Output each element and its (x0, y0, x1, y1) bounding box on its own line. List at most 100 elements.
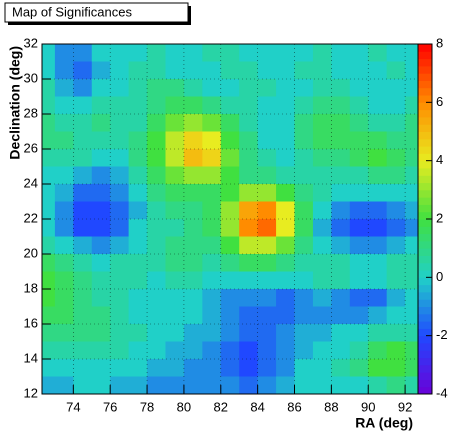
colorbar-step (418, 357, 432, 366)
heat-cell (183, 114, 203, 132)
heat-cell (147, 79, 166, 97)
heat-cell (349, 114, 369, 132)
heat-cell (331, 201, 351, 220)
heat-cell (91, 376, 111, 394)
heat-cell (257, 131, 277, 150)
heat-cell (368, 289, 388, 307)
heat-cell (91, 79, 111, 97)
heat-cell (165, 114, 185, 132)
colorbar-step (418, 87, 432, 96)
heat-cell (257, 184, 277, 202)
heat-cell (368, 96, 388, 115)
colorbar-step (418, 364, 432, 373)
y-tick-label: 24 (24, 175, 38, 190)
heat-cell (91, 96, 111, 115)
heat-cell (239, 271, 259, 290)
heat-cell (128, 341, 148, 360)
heat-cell (54, 341, 74, 360)
heat-cell (110, 236, 130, 255)
heat-cell (91, 219, 111, 237)
colorbar-step (418, 313, 432, 322)
heat-cell (54, 79, 74, 97)
heat-cell (386, 289, 406, 307)
heat-cell (91, 271, 111, 290)
colorbar-step (418, 146, 432, 154)
heat-cell (128, 306, 148, 325)
heat-cell (202, 289, 222, 307)
heat-cell (331, 324, 351, 342)
heat-cell (276, 359, 296, 377)
heat-cell (405, 289, 418, 307)
heat-cell (312, 376, 332, 394)
heat-cell (202, 166, 222, 185)
heat-cell (183, 201, 203, 220)
heat-cell (276, 61, 296, 80)
heat-cell (349, 149, 369, 167)
heat-cell (202, 236, 222, 255)
heat-cell (276, 341, 296, 360)
heat-cell (294, 341, 314, 360)
heat-cell (42, 289, 56, 307)
heat-cell (368, 271, 388, 290)
heat-cell (73, 114, 93, 132)
heat-cell (128, 271, 148, 290)
colorbar-step (418, 182, 432, 191)
heat-cell (110, 254, 130, 272)
heat-cell (239, 184, 259, 202)
heat-cell (294, 184, 314, 202)
colorbar-step (418, 167, 432, 176)
heat-cell (220, 219, 240, 237)
heat-cell (54, 61, 74, 80)
heat-cell (54, 376, 74, 394)
colorbar-step (418, 233, 432, 242)
heat-cell (294, 131, 314, 150)
heat-cell (312, 254, 332, 272)
heat-cell (368, 201, 388, 220)
heat-cell (42, 376, 56, 394)
heat-cell (42, 61, 56, 80)
heat-cell (239, 289, 259, 307)
colorbar-step (418, 219, 432, 227)
heat-cell (294, 289, 314, 307)
heat-cell (294, 324, 314, 342)
heat-cell (349, 306, 369, 325)
heat-cell (183, 149, 203, 167)
heat-cell (368, 306, 388, 325)
heat-cell (220, 96, 240, 115)
heat-cell (312, 166, 332, 185)
colorbar-step (418, 335, 432, 344)
heat-cell (183, 44, 203, 62)
heat-cell (91, 131, 111, 150)
heat-cell (202, 61, 222, 80)
heat-cell (54, 166, 74, 185)
heat-cell (42, 166, 56, 185)
heat-cell (294, 271, 314, 290)
heat-cell (386, 96, 406, 115)
y-tick-label: 26 (24, 140, 38, 155)
heat-cell (349, 96, 369, 115)
heat-cell (42, 79, 56, 97)
heat-cell (239, 166, 259, 185)
heat-cell (91, 114, 111, 132)
heat-cell (312, 359, 332, 377)
heat-cell (349, 359, 369, 377)
y-axis-title: Declination (deg) (7, 46, 23, 160)
heat-cell (128, 219, 148, 237)
colorbar-step (418, 386, 432, 395)
heat-cell (73, 271, 93, 290)
heat-cell (312, 184, 332, 202)
colorbar-tick-label: 0 (436, 269, 443, 284)
colorbar-step (418, 306, 432, 315)
colorbar-step (418, 226, 432, 235)
heat-cell (183, 96, 203, 115)
colorbar-step (418, 240, 432, 249)
heat-cell (183, 236, 203, 255)
heat-cell (386, 44, 406, 62)
heat-cell (349, 254, 369, 272)
heat-cell (312, 79, 332, 97)
heat-cell (202, 306, 222, 325)
colorbar-step (418, 153, 432, 162)
heat-cell (276, 236, 296, 255)
colorbar-step (418, 321, 432, 329)
